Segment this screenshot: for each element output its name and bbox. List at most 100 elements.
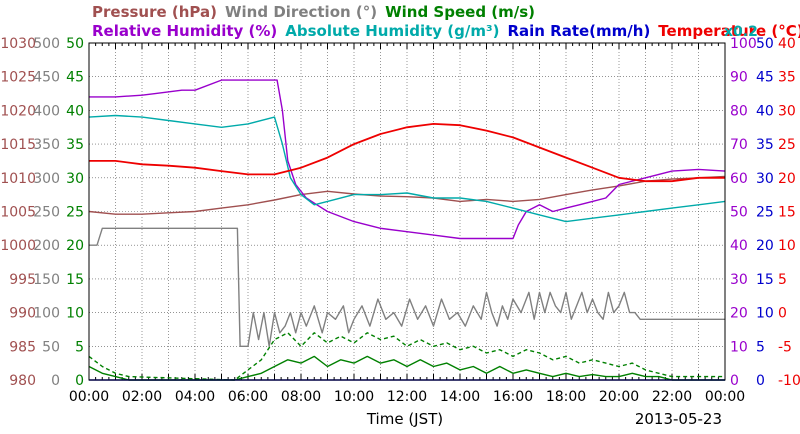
y-tick-label-pressure: 980: [9, 373, 36, 389]
y-tick-label-relative-humidity: 90: [730, 70, 748, 86]
series-relative-humidity: [89, 79, 726, 240]
y-tick-label-wind-speed: 45: [66, 70, 84, 86]
y-tick-label-wind-direction: 100: [33, 306, 60, 322]
scale-note: x0.2: [724, 24, 758, 40]
y-tick-label-wind-direction: 250: [33, 205, 60, 221]
y-tick-label-temperature: 5: [778, 272, 787, 288]
y-tick-label-wind-direction: 450: [33, 70, 60, 86]
y-tick-label-relative-humidity: 100: [730, 36, 757, 52]
y-tick-label-wind-speed: 40: [66, 103, 84, 119]
y-tick-label-relative-humidity: 50: [730, 205, 748, 221]
x-tick-label: 02:00: [122, 389, 162, 405]
legend-row-2: Relative Humidity (%) Absolute Humidity (…: [92, 22, 800, 40]
y-tick-label-rain-rate: 10: [756, 306, 774, 322]
y-tick-label-wind-speed: 5: [75, 339, 84, 355]
axis-labels: 9809859909951000100510101015102010251030…: [0, 36, 800, 405]
x-tick-label: 06:00: [228, 389, 268, 405]
y-tick-label-wind-direction: 50: [42, 339, 60, 355]
y-tick-label-wind-direction: 350: [33, 137, 60, 153]
y-tick-label-temperature: 15: [778, 205, 796, 221]
y-tick-label-wind-speed: 15: [66, 272, 84, 288]
y-tick-label-relative-humidity: 40: [730, 238, 748, 254]
legend-entry: Wind Speed (m/s): [385, 3, 535, 21]
x-tick-label: 10:00: [334, 389, 374, 405]
y-tick-label-wind-direction: 400: [33, 103, 60, 119]
y-tick-label-rain-rate: 0: [756, 373, 765, 389]
series-temperature-c: [89, 123, 725, 183]
x-tick-label: 00:00: [69, 389, 109, 405]
y-tick-label-pressure: 995: [9, 272, 36, 288]
legend-entry: Rain Rate(mm/h): [507, 22, 650, 40]
y-tick-label-relative-humidity: 30: [730, 272, 748, 288]
y-tick-label-wind-speed: 25: [66, 205, 84, 221]
y-tick-label-relative-humidity: 0: [730, 373, 739, 389]
series-wind-gust-m-s: [88, 332, 725, 381]
y-tick-label-temperature: 0: [778, 306, 787, 322]
x-tick-label: 16:00: [493, 389, 533, 405]
y-tick-label-temperature: 35: [778, 70, 796, 86]
x-tick-label: 18:00: [546, 389, 586, 405]
y-tick-label-rain-rate: 30: [756, 171, 774, 187]
legend-entry: Pressure (hPa): [92, 3, 217, 21]
y-tick-label-rain-rate: 20: [756, 238, 774, 254]
date-label: 2013-05-23: [635, 410, 722, 428]
legend-entry: Relative Humidity (%): [92, 22, 277, 40]
x-tick-label: 22:00: [652, 389, 692, 405]
y-tick-label-rain-rate: 45: [756, 70, 774, 86]
y-tick-label-temperature: 30: [778, 103, 796, 119]
y-tick-label-temperature: -10: [778, 373, 800, 389]
y-tick-label-pressure: 1005: [0, 205, 36, 221]
y-tick-label-pressure: 1015: [0, 137, 36, 153]
y-tick-label-wind-speed: 35: [66, 137, 84, 153]
y-tick-label-temperature: 10: [778, 238, 796, 254]
series-wind-speed-m-s: [88, 355, 725, 381]
y-tick-label-pressure: 1025: [0, 70, 36, 86]
y-tick-label-relative-humidity: 10: [730, 339, 748, 355]
y-tick-label-wind-speed: 0: [75, 373, 84, 389]
y-tick-label-pressure: 990: [9, 306, 36, 322]
y-tick-label-wind-speed: 50: [66, 36, 84, 52]
y-tick-label-rain-rate: 40: [756, 103, 774, 119]
y-tick-label-relative-humidity: 60: [730, 171, 748, 187]
y-tick-label-temperature: 25: [778, 137, 796, 153]
series-pressure-hpa: [88, 175, 726, 215]
legend-entry: Wind Direction (°): [225, 3, 377, 21]
legend-entry: Absolute Humidity (g/m³): [285, 22, 499, 40]
x-tick-label: 04:00: [175, 389, 215, 405]
y-tick-label-rain-rate: 5: [756, 339, 765, 355]
series-wind-direction: [89, 227, 725, 347]
y-tick-label-pressure: 985: [9, 339, 36, 355]
y-tick-label-wind-direction: 300: [33, 171, 60, 187]
x-axis-label: Time (JST): [366, 410, 443, 428]
x-tick-label: 20:00: [599, 389, 639, 405]
y-tick-label-wind-speed: 10: [66, 306, 84, 322]
y-tick-label-relative-humidity: 70: [730, 137, 748, 153]
y-tick-label-wind-direction: 150: [33, 272, 60, 288]
y-tick-label-wind-speed: 30: [66, 171, 84, 187]
series-absolute-humidity-g-m: [88, 114, 726, 223]
series-layer: [88, 79, 726, 381]
x-tick-label: 12:00: [387, 389, 427, 405]
y-tick-label-pressure: 1000: [0, 238, 36, 254]
y-tick-label-rain-rate: 15: [756, 272, 774, 288]
x-tick-label: 08:00: [281, 389, 321, 405]
y-tick-label-rain-rate: 35: [756, 137, 774, 153]
y-tick-label-pressure: 1030: [0, 36, 36, 52]
y-tick-label-relative-humidity: 20: [730, 306, 748, 322]
y-tick-label-temperature: -5: [778, 339, 792, 355]
y-tick-label-wind-direction: 500: [33, 36, 60, 52]
y-tick-label-wind-direction: 0: [51, 373, 60, 389]
x-tick-label: 14:00: [440, 389, 480, 405]
y-tick-label-relative-humidity: 80: [730, 103, 748, 119]
y-tick-label-temperature: 20: [778, 171, 796, 187]
y-tick-label-rain-rate: 25: [756, 205, 774, 221]
y-tick-label-pressure: 1020: [0, 103, 36, 119]
legend-entry: Temperature (°C): [658, 22, 800, 40]
y-tick-label-wind-speed: 20: [66, 238, 84, 254]
y-tick-label-temperature: 40: [778, 36, 796, 52]
legend-row-1: Pressure (hPa) Wind Direction (°) Wind Spe…: [92, 3, 535, 21]
y-tick-label-wind-direction: 200: [33, 238, 60, 254]
y-tick-label-pressure: 1010: [0, 171, 36, 187]
plot-frame: [88, 42, 726, 381]
